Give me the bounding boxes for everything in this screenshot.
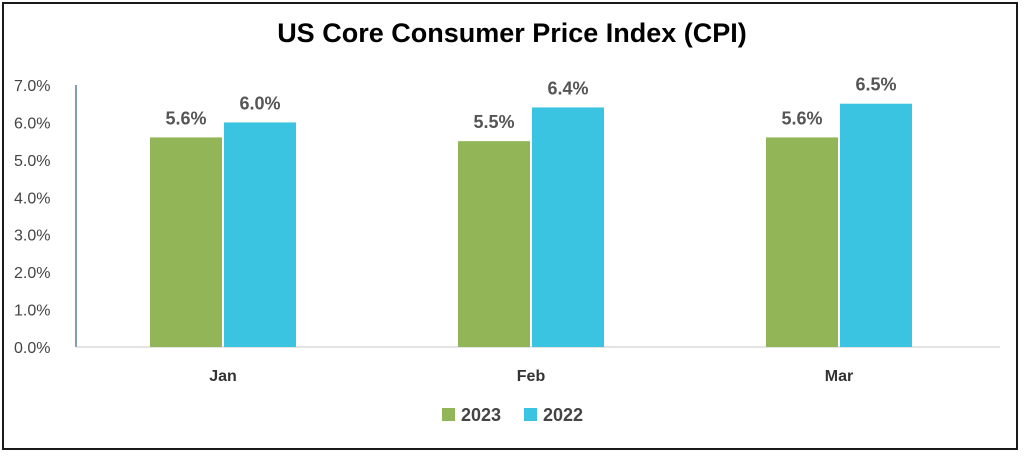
bars bbox=[150, 103, 912, 347]
x-tick-label: Jan bbox=[209, 368, 237, 385]
data-labels: 5.6% 6.0% 5.5% 6.4% 5.6% 6.5% bbox=[165, 75, 896, 132]
bar-2023-Jan bbox=[150, 137, 222, 347]
x-tick-label: Mar bbox=[825, 368, 853, 385]
y-tick-label: 5.0% bbox=[14, 153, 50, 170]
data-label: 6.5% bbox=[855, 75, 896, 95]
y-tick-label: 3.0% bbox=[14, 228, 50, 245]
legend-swatch-2022 bbox=[524, 408, 537, 421]
y-tick-label: 4.0% bbox=[14, 190, 50, 207]
bar-2023-Mar bbox=[766, 137, 838, 347]
x-tick-label: Feb bbox=[517, 368, 546, 385]
bar-2023-Feb bbox=[458, 141, 530, 347]
bar-2022-Mar bbox=[840, 103, 912, 347]
legend-label-2022: 2022 bbox=[543, 405, 583, 425]
bar-2022-Jan bbox=[224, 122, 296, 347]
legend: 2023 2022 bbox=[442, 405, 583, 425]
data-label: 5.6% bbox=[165, 108, 206, 128]
legend-label-2023: 2023 bbox=[461, 405, 501, 425]
y-tick-label: 2.0% bbox=[14, 265, 50, 282]
x-axis: Jan Feb Mar bbox=[209, 368, 853, 385]
data-label: 6.4% bbox=[547, 78, 588, 98]
legend-swatch-2023 bbox=[442, 408, 455, 421]
y-axis: 0.0% 1.0% 2.0% 3.0% 4.0% 5.0% 6.0% 7.0% bbox=[14, 78, 1000, 357]
data-label: 5.6% bbox=[781, 108, 822, 128]
data-label: 5.5% bbox=[473, 112, 514, 132]
chart-title: US Core Consumer Price Index (CPI) bbox=[277, 18, 747, 48]
y-tick-label: 7.0% bbox=[14, 78, 50, 95]
bar-2022-Feb bbox=[532, 107, 604, 347]
data-label: 6.0% bbox=[239, 93, 280, 113]
y-tick-label: 0.0% bbox=[14, 340, 50, 357]
y-tick-label: 6.0% bbox=[14, 115, 50, 132]
y-tick-label: 1.0% bbox=[14, 303, 50, 320]
